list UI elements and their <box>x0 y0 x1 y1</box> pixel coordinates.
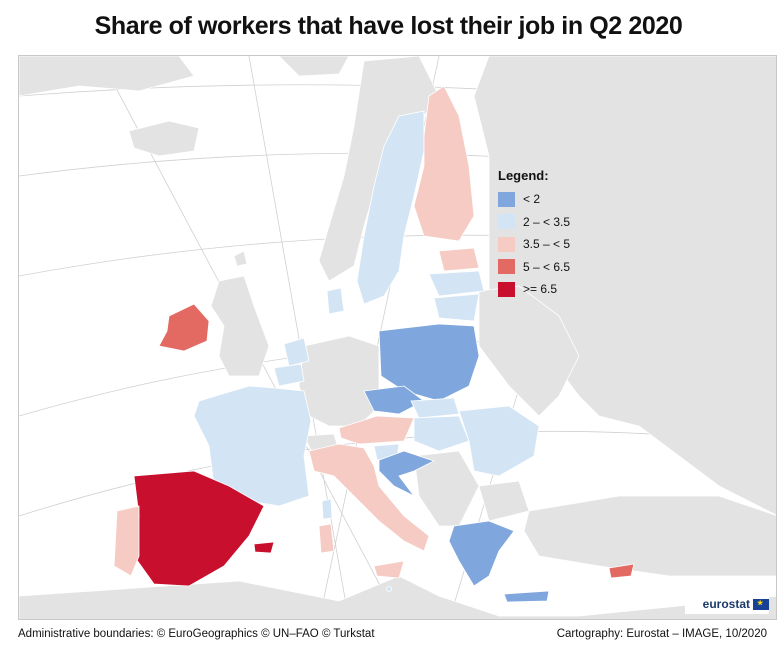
czechia <box>363 385 425 415</box>
sicily <box>373 560 405 579</box>
belarus-ukraine <box>478 285 580 417</box>
romania <box>458 405 540 477</box>
finland <box>413 85 475 242</box>
map-title: Share of workers that have lost their jo… <box>94 12 683 40</box>
italy <box>308 443 430 552</box>
sardinia <box>318 523 335 554</box>
legend-item-2-3_5: 2 – < 3.5 <box>498 212 598 232</box>
legend-label: 5 – < 6.5 <box>523 259 571 274</box>
latvia <box>428 270 485 297</box>
belgium <box>273 363 305 387</box>
united-kingdom <box>210 275 270 377</box>
france <box>193 385 312 507</box>
footer-cartography: Cartography: Eurostat – IMAGE, 10/2020 <box>556 628 767 640</box>
legend-swatch <box>498 281 515 297</box>
russia <box>473 56 776 516</box>
estonia <box>438 247 480 272</box>
iceland <box>128 120 200 157</box>
legend-item-lt2: < 2 <box>498 189 598 209</box>
legend-label: >= 6.5 <box>523 282 558 296</box>
legend-swatch <box>498 236 515 252</box>
eurostat-logo: eurostat <box>685 594 769 614</box>
eurostat-wordmark: eurostat <box>702 597 750 611</box>
non-eu-land <box>19 56 776 619</box>
legend-item-5-6_5: 5 – < 6.5 <box>498 257 598 277</box>
malta <box>386 586 392 592</box>
austria <box>338 415 415 445</box>
eu-flag-icon <box>753 598 769 610</box>
netherlands <box>283 337 310 367</box>
legend-item-3_5-5: 3.5 – < 5 <box>498 234 598 254</box>
corsica <box>321 498 333 520</box>
denmark <box>326 287 345 315</box>
cyprus <box>608 563 635 579</box>
legend-swatch <box>498 259 515 274</box>
poland <box>378 323 480 402</box>
greenland <box>19 56 195 97</box>
hungary <box>413 415 470 452</box>
crete <box>503 590 550 603</box>
legend-label: 2 – < 3.5 <box>523 214 571 229</box>
legend-swatch <box>498 191 515 207</box>
lithuania <box>433 293 480 322</box>
germany <box>298 335 380 427</box>
slovakia <box>410 397 460 419</box>
legend-item-gte6_5: >= 6.5 <box>498 279 598 299</box>
ireland <box>158 303 210 352</box>
map-frame <box>18 55 777 620</box>
legend-swatch <box>498 214 515 229</box>
legend: Legend: < 2 2 – < 3.5 3.5 – < 5 5 – < 6.… <box>498 168 598 302</box>
eu-countries <box>113 85 635 603</box>
balearic-islands <box>253 541 275 554</box>
europe-map <box>19 56 776 619</box>
footer-boundaries: Administrative boundaries: © EuroGeograp… <box>18 628 375 640</box>
greece <box>448 520 515 587</box>
legend-label: < 2 <box>523 192 541 206</box>
north-africa <box>19 575 776 619</box>
croatia <box>378 450 436 497</box>
legend-title: Legend: <box>498 168 549 183</box>
portugal <box>113 505 140 577</box>
turkey <box>523 495 776 577</box>
legend-label: 3.5 – < 5 <box>523 237 571 251</box>
